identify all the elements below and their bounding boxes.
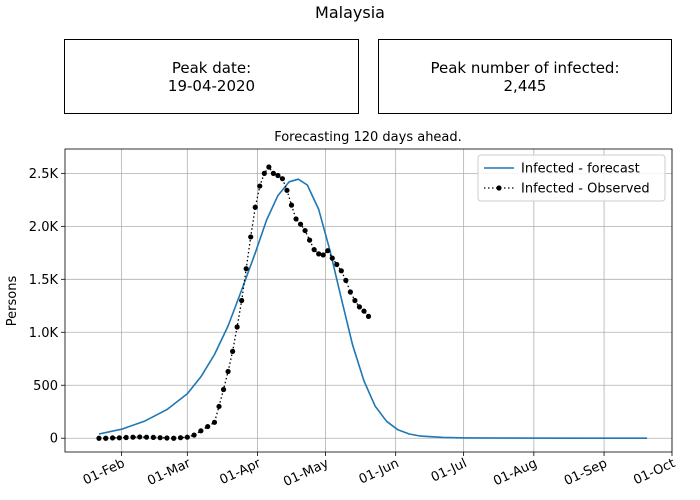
observed-point	[293, 216, 299, 222]
observed-point	[123, 434, 129, 441]
x-tick-label: 01-Aug	[491, 456, 539, 489]
y-tick-label: 1.5K	[29, 273, 59, 288]
peak-date-label: Peak date:	[171, 58, 252, 77]
observed-point	[297, 221, 304, 227]
observed-point	[230, 348, 236, 354]
y-tick-label: 0	[50, 432, 58, 447]
observed-point	[239, 297, 245, 304]
y-tick-label: 2.5K	[29, 167, 59, 182]
observed-point	[266, 164, 272, 170]
observed-point	[275, 172, 281, 179]
forecast-line	[98, 178, 648, 439]
legend-label: Infected - Observed	[521, 182, 650, 197]
y-tick-label: 1.0K	[29, 326, 59, 341]
legend-marker-observed	[496, 185, 502, 191]
observed-point	[365, 313, 372, 319]
observed-point	[171, 435, 177, 441]
observed-point	[150, 434, 156, 440]
observed-point	[338, 268, 344, 274]
observed-point	[143, 434, 150, 440]
y-axis-label: Persons	[5, 276, 20, 327]
legend-label: Infected - forecast	[521, 162, 640, 177]
observed-point	[109, 435, 116, 441]
peak-infected-value: 2,445	[503, 76, 547, 95]
observed-point	[198, 428, 204, 434]
x-tick-label: 01-Sep	[562, 456, 610, 489]
observed-point	[347, 289, 353, 295]
peak-infected-box: Peak number of infected: 2,445	[378, 39, 672, 114]
figure-title: Malaysia	[315, 3, 385, 22]
observed-point	[356, 304, 363, 310]
observed-point	[184, 434, 190, 440]
x-tick-label: 01-Jun	[357, 456, 402, 487]
observed-point	[220, 386, 227, 393]
observed-point	[329, 255, 335, 261]
observed-point	[307, 237, 313, 243]
observed-point	[103, 435, 109, 441]
x-tick-label: 01-Apr	[218, 456, 264, 488]
observed-point	[234, 324, 240, 330]
peak-infected-label: Peak number of infected:	[430, 58, 620, 77]
observed-point	[191, 432, 197, 438]
observed-point	[334, 261, 340, 268]
observed-point	[325, 248, 331, 254]
observed-point	[352, 297, 358, 304]
observed-point	[320, 252, 326, 258]
observed-point	[216, 403, 222, 410]
observed-point	[164, 435, 170, 441]
observed-point	[225, 368, 231, 375]
observed-point	[302, 227, 308, 234]
x-tick-label: 01-Mar	[145, 456, 193, 489]
observed-point	[177, 435, 184, 441]
plot-area: 01-Feb 01-Mar 01-Apr 01-May 01-Jun 01-Jul 01-A…	[29, 148, 678, 490]
x-tick-label: 01-May	[281, 456, 331, 490]
plot-frame	[64, 148, 673, 453]
observed-point	[243, 266, 249, 272]
x-tick-label: 01-Feb	[81, 456, 127, 488]
y-tick-label: 500	[33, 379, 58, 394]
observed-point	[248, 234, 254, 240]
observed-point	[130, 434, 136, 440]
observed-point	[252, 204, 258, 210]
observed-point	[279, 176, 286, 182]
legend-box	[477, 154, 666, 202]
x-tick-label: 01-Jul	[429, 456, 469, 486]
x-tick-label: 01-Oct	[631, 456, 677, 488]
observed-point	[270, 170, 276, 176]
observed-point	[311, 247, 317, 253]
observed-point	[361, 308, 367, 314]
observed-point	[96, 435, 102, 441]
observed-point	[116, 435, 122, 441]
peak-date-value: 19-04-2020	[167, 76, 256, 95]
observed-line	[99, 165, 369, 439]
observed-point	[257, 183, 263, 189]
observed-point	[316, 251, 322, 257]
chart-title: Forecasting 120 days ahead.	[274, 130, 462, 145]
observed-point	[137, 434, 143, 440]
peak-date-box: Peak date: 19-04-2020	[64, 39, 359, 114]
observed-point	[284, 187, 290, 193]
observed-point	[157, 435, 163, 441]
observed-point	[288, 202, 295, 208]
y-tick-label: 2.0K	[29, 220, 59, 235]
observed-point	[261, 170, 267, 176]
observed-point	[211, 419, 218, 425]
observed-point	[343, 277, 349, 283]
observed-point	[205, 423, 211, 430]
